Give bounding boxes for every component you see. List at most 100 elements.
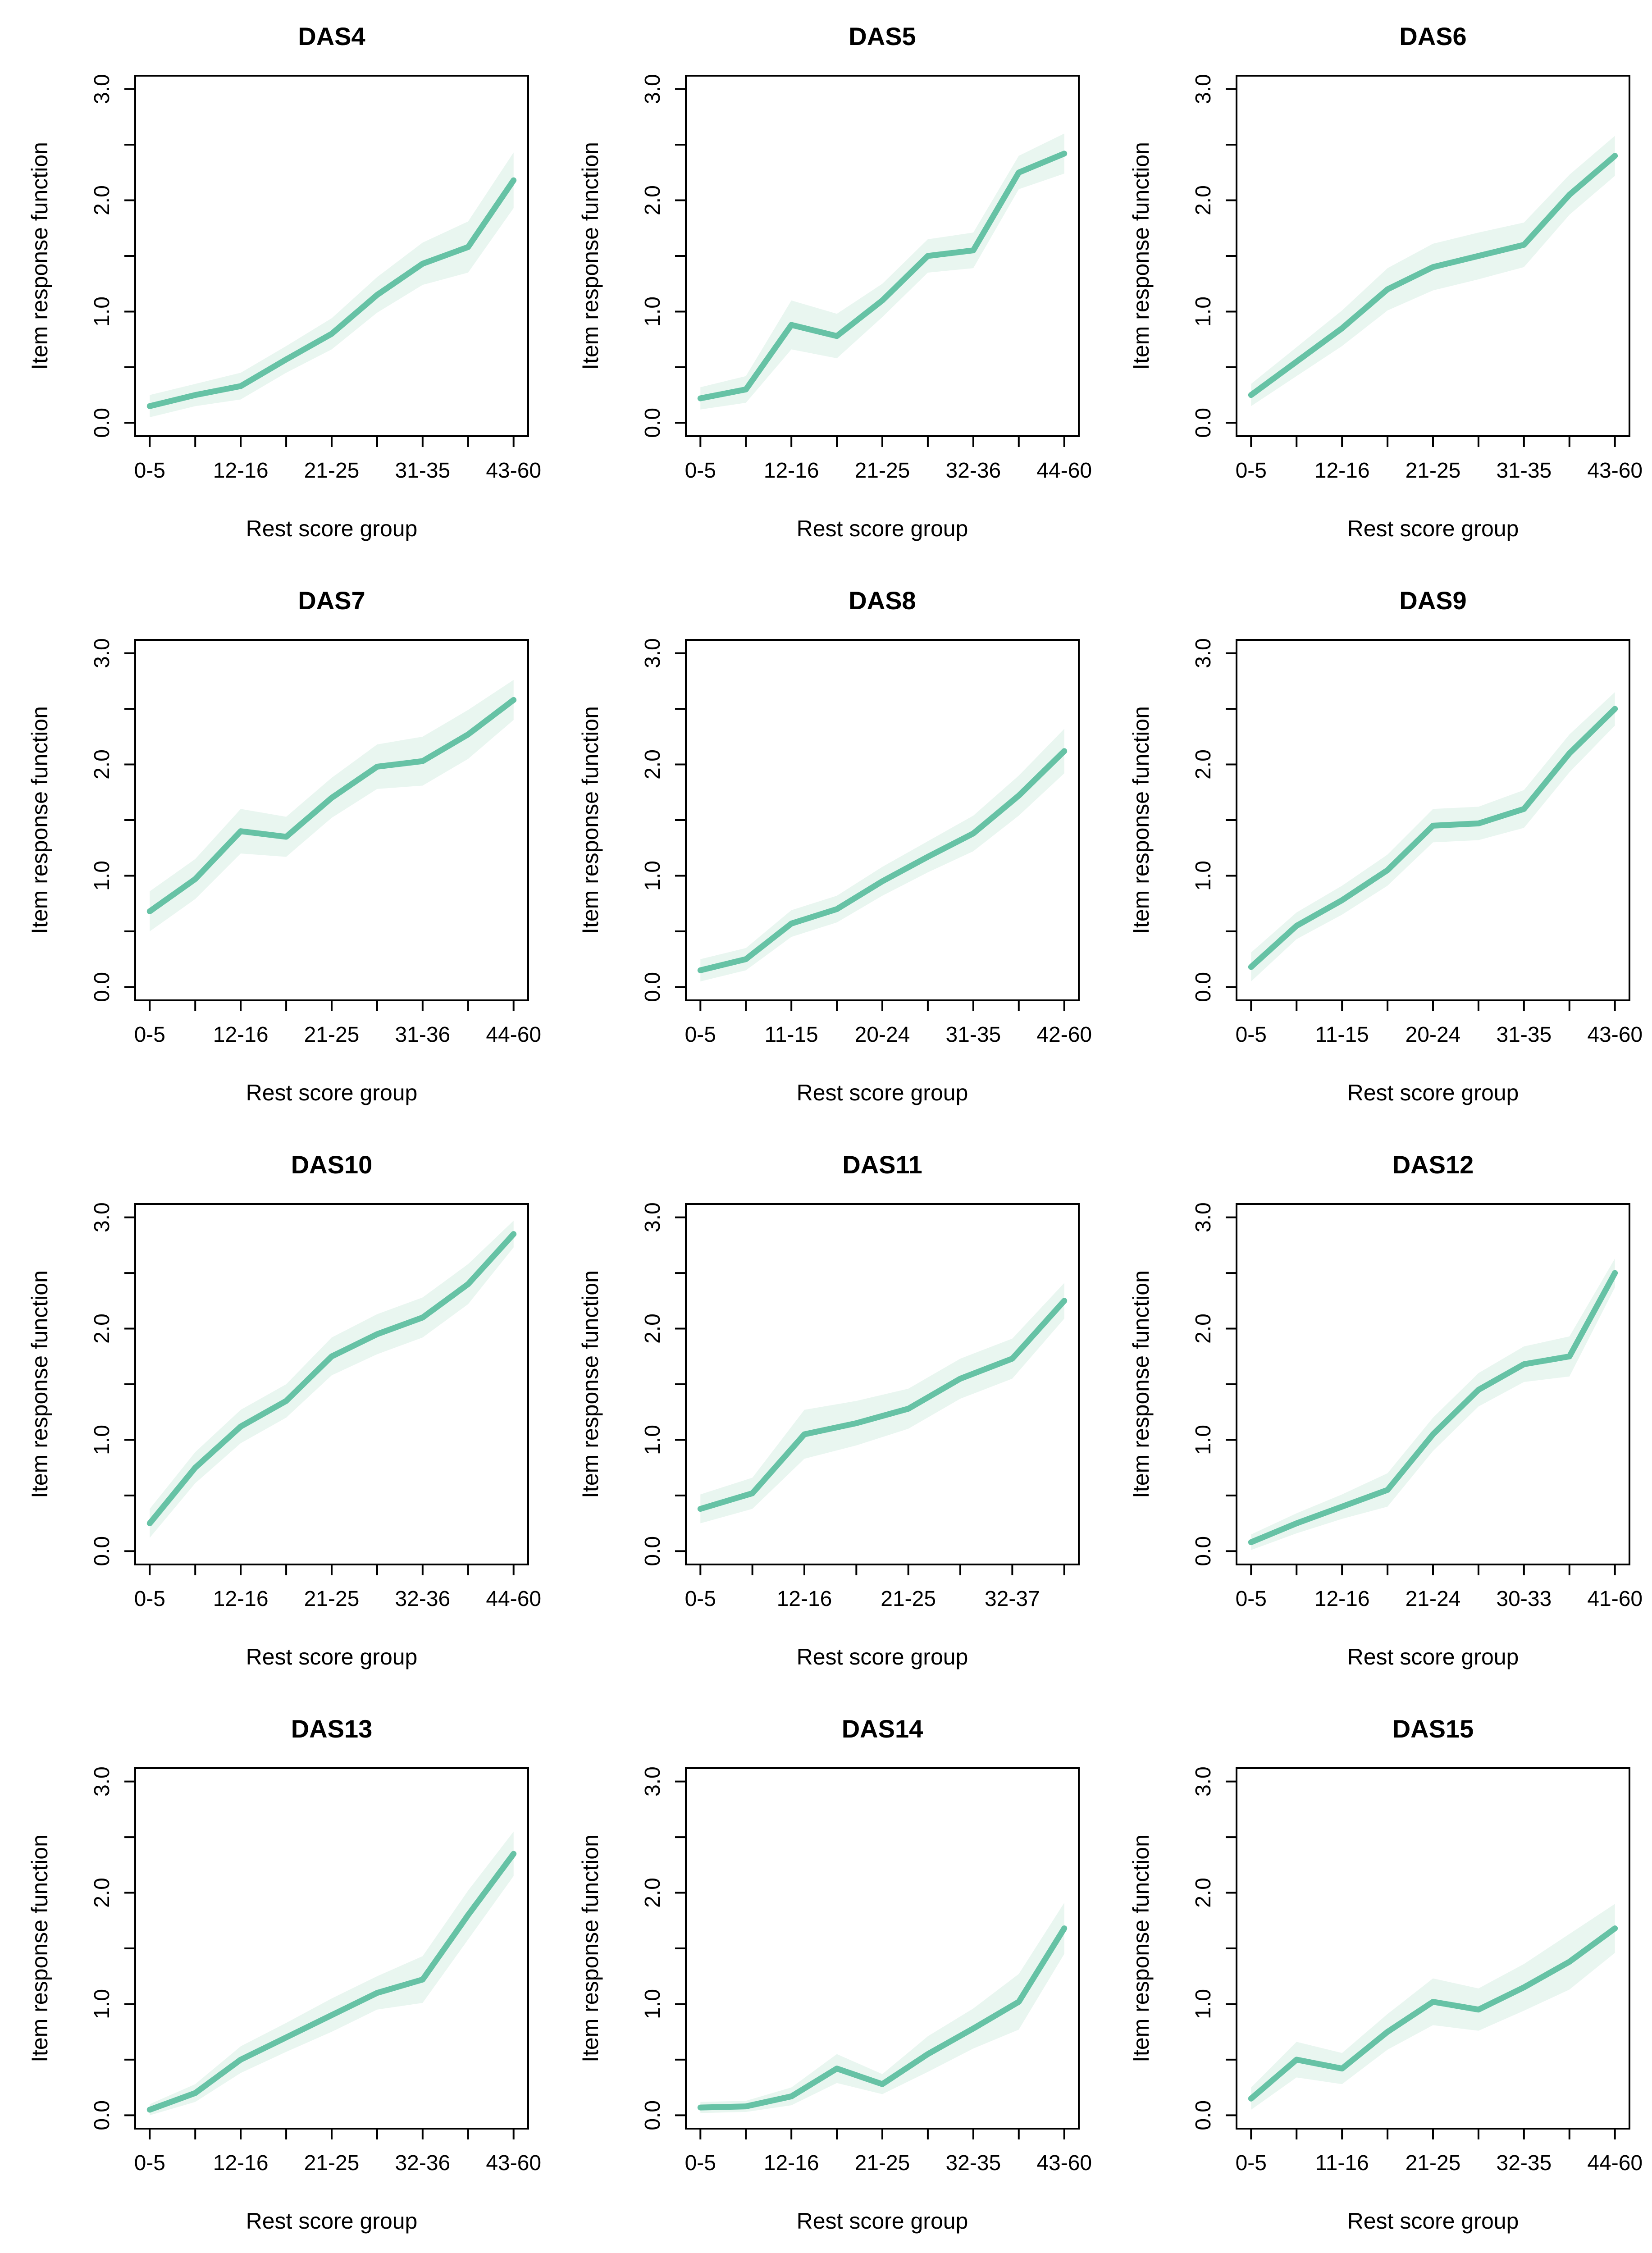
x-tick-label: 30-33 <box>1496 1587 1552 1611</box>
x-tick-label: 21-25 <box>855 459 910 483</box>
y-tick-label: 2.0 <box>641 1313 665 1344</box>
y-axis-label: Item response function <box>578 1270 603 1498</box>
confidence-band <box>700 1283 1064 1523</box>
chart-title: DAS13 <box>291 1715 373 1743</box>
y-axis-label: Item response function <box>27 1270 52 1498</box>
y-axis-label: Item response function <box>27 142 52 370</box>
x-tick-label: 31-36 <box>395 1023 450 1047</box>
chart-title: DAS9 <box>1399 586 1466 615</box>
x-tick-label: 21-25 <box>304 2151 360 2175</box>
x-tick-label: 0-5 <box>685 1587 716 1611</box>
chart-das15: 0-5 11-16 21-25 32-35 44-60 0.0 1.0 2.0 3.0 DAS15… <box>1101 1692 1652 2253</box>
x-tick-label: 43-60 <box>1587 459 1643 483</box>
y-tick-label: 0.0 <box>1191 1536 1215 1566</box>
x-axis-label: Rest score group <box>797 516 968 541</box>
chart-svg-das8: 0-5 11-15 20-24 31-35 42-60 0.0 1.0 2.0 3.0 DAS8 R… <box>578 586 1092 1105</box>
y-tick-label: 3.0 <box>1191 74 1215 104</box>
x-tick-label: 44-60 <box>1587 2151 1643 2175</box>
y-tick-label: 0.0 <box>641 1536 665 1566</box>
x-tick-label: 0-5 <box>134 1023 165 1047</box>
y-tick-label: 1.0 <box>641 1989 665 2019</box>
y-tick-label: 2.0 <box>641 1878 665 1908</box>
irf-line <box>697 1298 1068 1512</box>
chart-das4: 0-5 12-16 21-25 31-35 43-60 0.0 1.0 2.0 3.0 DAS4 R… <box>0 0 551 564</box>
plot-box <box>685 639 1080 1001</box>
x-tick-label: 11-15 <box>765 1023 818 1047</box>
y-axis-label: Item response function <box>578 142 603 370</box>
irf-line <box>1248 706 1618 970</box>
chart-svg-das9: 0-5 11-15 20-24 31-35 43-60 0.0 1.0 2.0 3.0 DAS9 R… <box>1128 586 1643 1105</box>
chart-title: DAS6 <box>1399 22 1466 50</box>
x-axis-label: Rest score group <box>1347 1080 1519 1105</box>
x-axis-label: Rest score group <box>246 2208 418 2234</box>
x-tick-label: 12-16 <box>213 1587 269 1611</box>
chart-das13: 0-5 12-16 21-25 32-36 43-60 0.0 1.0 2.0 3.0 DAS13… <box>0 1692 551 2253</box>
chart-das11: 0-5 12-16 21-25 32-37 0.0 1.0 2.0 3.0 DAS11 Rest … <box>551 1128 1101 1692</box>
x-tick-label: 32-35 <box>1496 2151 1552 2175</box>
x-tick-label: 44-60 <box>486 1587 541 1611</box>
y-tick-label: 1.0 <box>90 861 114 891</box>
chart-das8: 0-5 11-15 20-24 31-35 42-60 0.0 1.0 2.0 3.0 DAS8 R… <box>551 564 1101 1128</box>
chart-das5: 0-5 12-16 21-25 32-36 44-60 0.0 1.0 2.0 3.0 DAS5 R… <box>551 0 1101 564</box>
x-tick-label: 12-16 <box>1314 1587 1370 1611</box>
y-tick-label: 2.0 <box>90 1878 114 1908</box>
x-tick-label: 44-60 <box>1036 459 1092 483</box>
confidence-band <box>1251 136 1615 406</box>
x-tick-label: 31-35 <box>395 459 450 483</box>
x-tick-label: 0-5 <box>1236 1023 1267 1047</box>
x-tick-label: 21-25 <box>304 1023 360 1047</box>
y-tick-label: 0.0 <box>641 2100 665 2130</box>
x-tick-label: 0-5 <box>685 1023 716 1047</box>
x-axis-label: Rest score group <box>797 2208 968 2234</box>
x-tick-label: 0-5 <box>134 1587 165 1611</box>
chart-das6: 0-5 12-16 21-25 31-35 43-60 0.0 1.0 2.0 3.0 DAS6 R… <box>1101 0 1652 564</box>
x-tick-label: 0-5 <box>1236 459 1267 483</box>
chart-das12: 0-5 12-16 21-24 30-33 41-60 0.0 1.0 2.0 3.0 DAS12… <box>1101 1128 1652 1692</box>
x-tick-label: 12-16 <box>213 1023 269 1047</box>
y-tick-label: 2.0 <box>641 749 665 780</box>
x-tick-label: 32-36 <box>395 2151 450 2175</box>
y-tick-label: 1.0 <box>1191 296 1215 327</box>
y-axis-label: Item response function <box>1128 706 1154 934</box>
y-tick-label: 3.0 <box>90 638 114 668</box>
irf-line <box>146 177 517 409</box>
y-tick-label: 0.0 <box>641 408 665 438</box>
x-tick-label: 32-36 <box>945 459 1001 483</box>
plot-box <box>134 1203 529 1565</box>
irf-line <box>697 748 1068 973</box>
y-axis-label: Item response function <box>1128 142 1154 370</box>
chart-title: DAS8 <box>849 586 916 615</box>
x-tick-label: 41-60 <box>1587 1587 1643 1611</box>
x-tick-label: 12-16 <box>764 2151 819 2175</box>
x-tick-label: 32-35 <box>945 2151 1001 2175</box>
y-tick-label: 1.0 <box>90 296 114 327</box>
irf-line <box>697 1925 1068 2111</box>
x-tick-label: 0-5 <box>685 459 716 483</box>
confidence-band <box>700 133 1064 410</box>
plot-box <box>134 1767 529 2130</box>
y-tick-label: 3.0 <box>1191 1202 1215 1232</box>
chart-title: DAS15 <box>1392 1715 1474 1743</box>
y-tick-label: 2.0 <box>90 185 114 215</box>
chart-title: DAS5 <box>849 22 916 50</box>
x-tick-label: 12-16 <box>764 459 819 483</box>
y-tick-label: 3.0 <box>1191 638 1215 668</box>
chart-svg-das5: 0-5 12-16 21-25 32-36 44-60 0.0 1.0 2.0 3.0 DAS5 R… <box>578 22 1092 541</box>
y-tick-label: 0.0 <box>1191 408 1215 438</box>
x-tick-label: 31-35 <box>945 1023 1001 1047</box>
y-tick-label: 0.0 <box>90 408 114 438</box>
irf-line <box>146 697 517 914</box>
x-tick-label: 21-24 <box>1406 1587 1461 1611</box>
y-tick-label: 2.0 <box>90 749 114 780</box>
chart-title: DAS12 <box>1392 1150 1474 1179</box>
x-tick-label: 43-60 <box>1587 1023 1643 1047</box>
chart-svg-das6: 0-5 12-16 21-25 31-35 43-60 0.0 1.0 2.0 3.0 DAS6 R… <box>1128 22 1643 541</box>
x-axis-label: Rest score group <box>797 1080 968 1105</box>
confidence-band <box>1251 1904 1615 2110</box>
y-tick-label: 3.0 <box>641 1766 665 1797</box>
x-axis-label: Rest score group <box>797 1644 968 1669</box>
x-tick-label: 12-16 <box>213 459 269 483</box>
chart-svg-das4: 0-5 12-16 21-25 31-35 43-60 0.0 1.0 2.0 3.0 DAS4 R… <box>27 22 541 541</box>
x-tick-label: 21-25 <box>881 1587 936 1611</box>
